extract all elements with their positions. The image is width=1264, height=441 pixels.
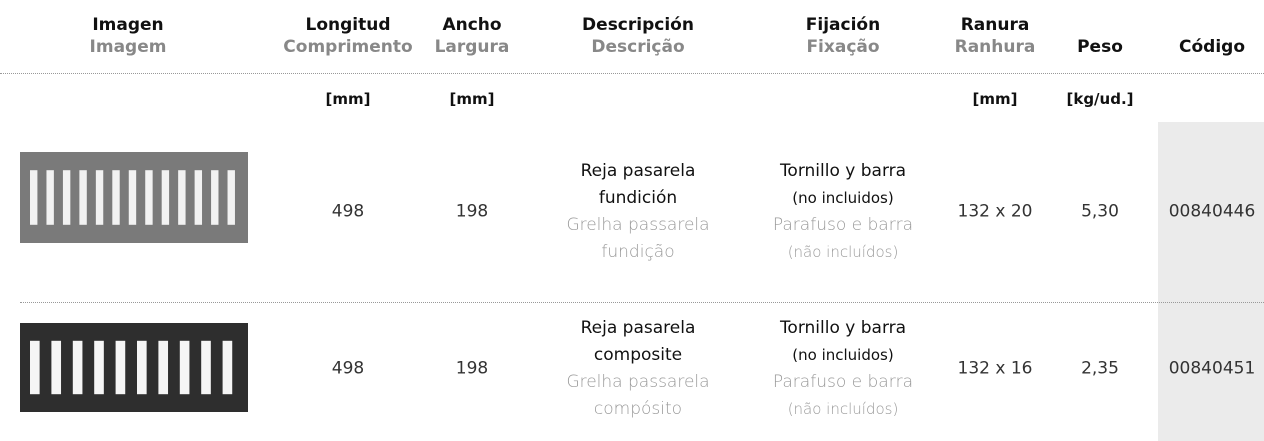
cell-descripcion: Reja pasarela fundición Grelha passarela fu… xyxy=(540,158,736,266)
image-part xyxy=(179,340,190,395)
cell-longitud: 498 xyxy=(331,358,365,379)
text-pt: (não incluídos) xyxy=(787,243,899,261)
header-unit: [kg/ud.] xyxy=(1066,90,1134,108)
image-part xyxy=(30,340,40,395)
header-separator xyxy=(0,73,1264,74)
image-part xyxy=(51,340,62,395)
cell-ancho: 198 xyxy=(455,358,489,379)
image-part xyxy=(95,170,104,225)
image-part xyxy=(211,170,219,225)
image-part xyxy=(137,340,147,395)
header-cell: Descripción Descrição xyxy=(540,0,736,58)
header-pt: Largura xyxy=(434,37,510,57)
text-pt: Parafuso e barra xyxy=(772,372,914,392)
image-part xyxy=(145,170,153,225)
text-es: (no incluidos) xyxy=(792,189,894,207)
text-es: (no incluidos) xyxy=(792,346,894,364)
image-part xyxy=(128,170,137,225)
text-es: Tornillo y barra xyxy=(779,318,907,338)
product-image xyxy=(20,323,248,412)
text-es: composite xyxy=(593,345,683,365)
header-cell: Fijación Fixação xyxy=(740,0,946,58)
header-cell: Imagen Imagem xyxy=(40,0,216,58)
text-es: fundición xyxy=(598,188,678,208)
cell-codigo: 00840451 xyxy=(1168,358,1256,379)
header-es: Fijación xyxy=(805,15,881,35)
image-part xyxy=(46,170,54,225)
row-separator xyxy=(20,302,1264,303)
cell-ranura: 132 x 20 xyxy=(957,201,1033,222)
image-part xyxy=(227,170,235,225)
text-es: Reja pasarela xyxy=(580,318,696,338)
cell-ancho: 198 xyxy=(455,201,489,222)
text-pt: Grelha passarela xyxy=(566,372,710,392)
header-cell: Peso xyxy=(1055,0,1145,58)
cell-peso: 2,35 xyxy=(1081,358,1119,379)
image-part xyxy=(194,170,203,225)
header-unit: [mm] xyxy=(449,90,495,108)
image-part xyxy=(30,170,38,225)
image-part xyxy=(201,340,211,395)
cell-longitud: 498 xyxy=(331,201,365,222)
text-es: Reja pasarela xyxy=(580,161,696,181)
header-pt: Descrição xyxy=(591,37,685,57)
image-part xyxy=(79,170,87,225)
text-pt: Parafuso e barra xyxy=(772,215,914,235)
image-part xyxy=(158,340,169,395)
image-part xyxy=(161,170,170,225)
header-es: Peso xyxy=(1077,37,1123,57)
cell-fijacion: Tornillo y barra (no incluidos) Parafuso e… xyxy=(740,158,946,266)
header-cell: Ranura Ranhura xyxy=(940,0,1050,58)
header-es: Imagen xyxy=(92,15,164,35)
image-part xyxy=(62,170,71,225)
cell-ranura: 132 x 16 xyxy=(957,358,1033,379)
text-pt: compósito xyxy=(593,399,683,419)
image-part xyxy=(112,170,120,225)
header-unit: [mm] xyxy=(325,90,371,108)
header-cell: Ancho Largura xyxy=(420,0,524,58)
cell-peso: 5,30 xyxy=(1081,201,1119,222)
cell-codigo: 00840446 xyxy=(1168,201,1256,222)
header-cell: Longitud Comprimento xyxy=(283,0,412,58)
header-pt: Imagem xyxy=(89,37,167,57)
cell-fijacion: Tornillo y barra (no incluidos) Parafuso e… xyxy=(740,315,946,423)
header-es: Código xyxy=(1179,37,1245,57)
header-es: Ranura xyxy=(960,15,1030,35)
header-es: Descripción xyxy=(582,15,694,35)
header-es: Longitud xyxy=(305,15,391,35)
text-es: Tornillo y barra xyxy=(779,161,907,181)
image-part xyxy=(178,170,186,225)
code-column-bg xyxy=(1158,122,1264,441)
cell-descripcion: Reja pasarela composite Grelha passarela co… xyxy=(540,315,736,423)
header-pt: Fixação xyxy=(806,37,880,57)
text-pt: Grelha passarela xyxy=(566,215,710,235)
text-pt: (não incluídos) xyxy=(787,400,899,418)
image-part xyxy=(115,340,126,395)
header-pt: Comprimento xyxy=(283,37,413,57)
header-cell: Código xyxy=(1160,0,1264,58)
header-unit: [mm] xyxy=(972,90,1018,108)
image-part xyxy=(222,340,233,395)
text-pt: fundição xyxy=(601,242,675,262)
product-image xyxy=(20,152,248,243)
image-part xyxy=(72,340,83,395)
header-pt: Ranhura xyxy=(954,37,1036,57)
image-part xyxy=(94,340,104,395)
header-es: Ancho xyxy=(442,15,502,35)
